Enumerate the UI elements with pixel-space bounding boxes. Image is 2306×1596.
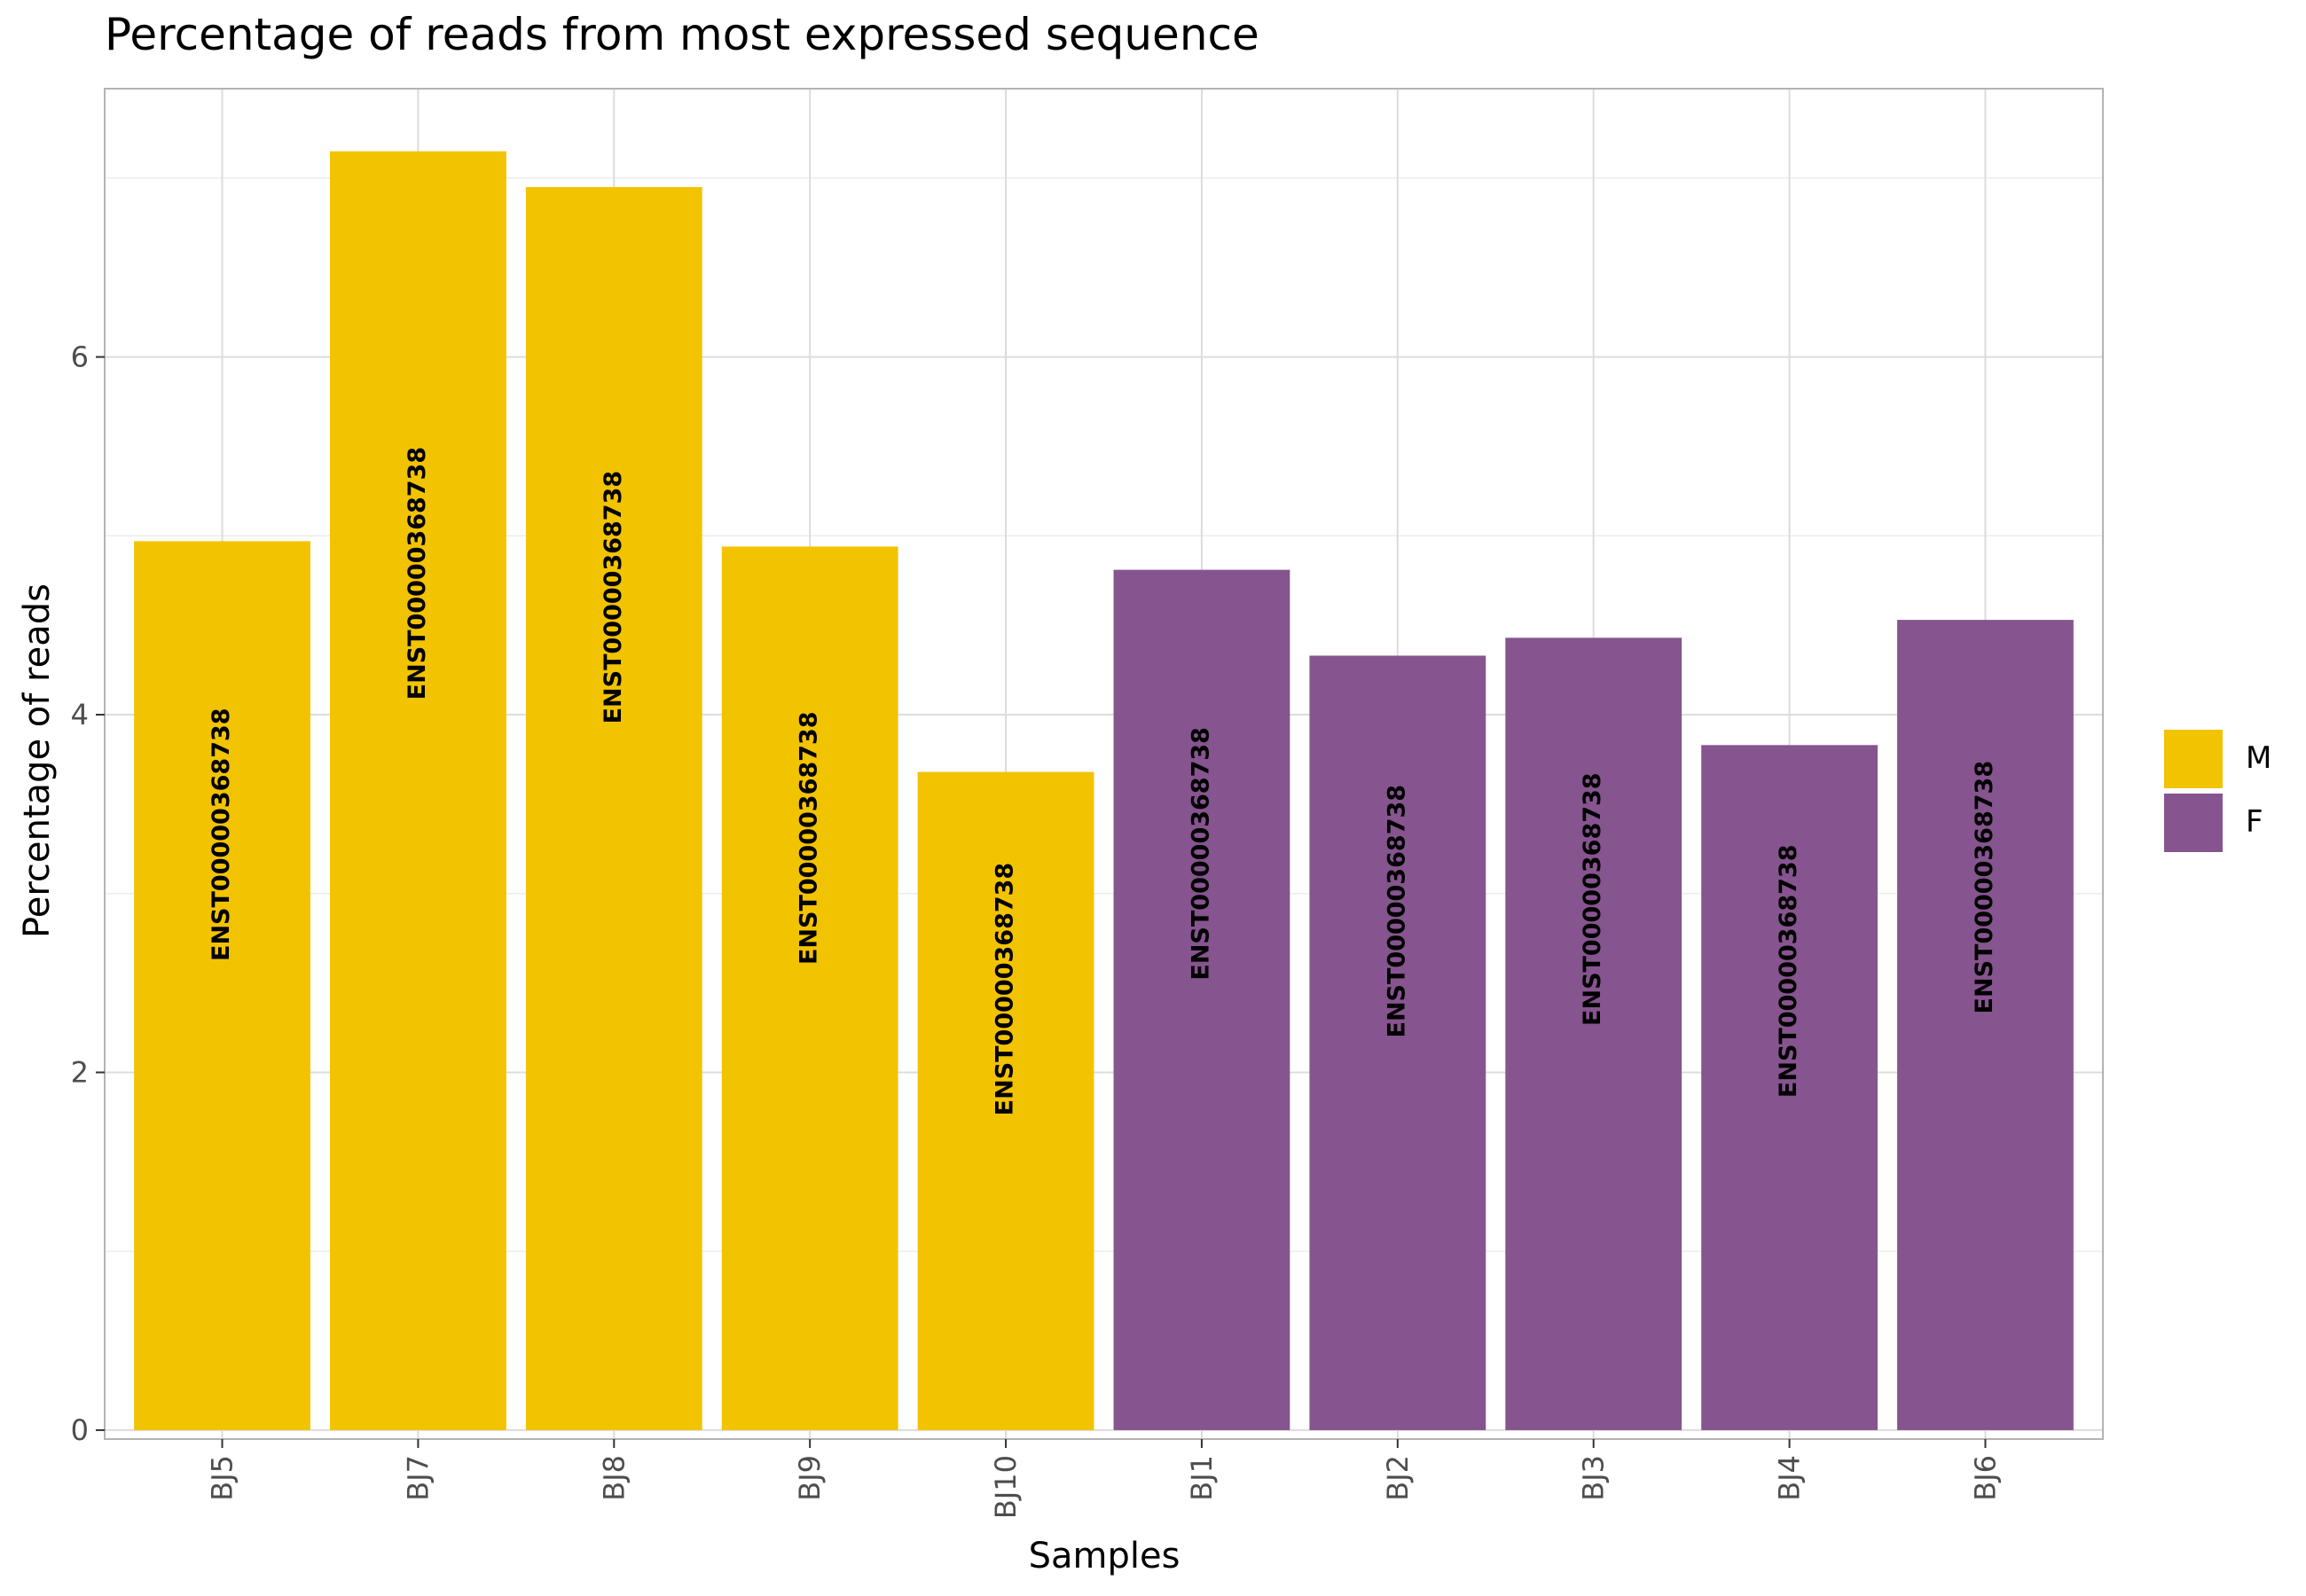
legend-label-m: M: [2246, 740, 2272, 776]
bar-label-bj1: ENST00000368738: [1187, 727, 1214, 981]
y-tick-label: 2: [71, 1055, 89, 1089]
bar-label-bj10: ENST00000368738: [992, 863, 1019, 1116]
y-tick-label: 6: [71, 340, 89, 374]
x-tick-label-bj10: BJ10: [989, 1455, 1023, 1519]
bar-label-bj7: ENST00000368738: [404, 447, 431, 700]
x-tick-label-bj3: BJ3: [1577, 1455, 1611, 1501]
legend-swatch-m: [2164, 730, 2223, 788]
legend-swatch-f: [2164, 794, 2223, 852]
bar-bj1: [1113, 569, 1290, 1430]
x-tick-label-bj2: BJ2: [1381, 1455, 1415, 1501]
legend-item-m: M: [2164, 730, 2271, 788]
x-tick-label-bj7: BJ7: [401, 1455, 435, 1501]
bar-bj8: [525, 186, 702, 1430]
x-tick-label-bj4: BJ4: [1773, 1455, 1807, 1501]
legend-label-f: F: [2246, 804, 2263, 840]
bar-bj5: [134, 541, 310, 1430]
bar-label-bj9: ENST00000368738: [796, 711, 823, 965]
x-tick-label-bj1: BJ1: [1185, 1455, 1219, 1501]
bar-label-bj4: ENST00000368738: [1775, 844, 1802, 1098]
x-tick-label-bj9: BJ9: [793, 1455, 827, 1501]
bar-bj2: [1309, 655, 1486, 1430]
x-axis-ticks: BJ5 BJ7 BJ8 BJ9 BJ10 BJ1 BJ2 BJ3 BJ4 BJ6: [206, 1439, 2002, 1519]
bar-bj10: [917, 771, 1094, 1430]
y-axis-label: Percentage of reads: [17, 583, 58, 938]
x-tick-label-bj8: BJ8: [597, 1455, 631, 1501]
bar-bj9: [721, 546, 898, 1430]
x-tick-label-bj5: BJ5: [206, 1455, 239, 1501]
bar-bj3: [1505, 638, 1682, 1430]
x-tick-label-bj6: BJ6: [1968, 1455, 2002, 1501]
bar-label-bj5: ENST00000368738: [208, 708, 235, 961]
chart-title: Percentage of reads from most expressed …: [105, 9, 1259, 60]
bar-label-bj8: ENST00000368738: [600, 471, 627, 724]
bar-labels: ENST00000368738 ENST00000368738 ENST000003…: [208, 447, 1998, 1116]
bars: [134, 151, 2074, 1430]
panel-border: [104, 88, 2104, 1440]
y-tick-label: 0: [71, 1413, 89, 1447]
bar-label-bj3: ENST00000368738: [1579, 772, 1606, 1026]
bar-label-bj2: ENST00000368738: [1383, 785, 1410, 1038]
x-axis-label: Samples: [1028, 1536, 1180, 1576]
bar-bj6: [1897, 620, 2074, 1430]
legend-item-f: F: [2164, 794, 2271, 852]
bar-bj4: [1701, 745, 1878, 1430]
bar-label-bj6: ENST00000368738: [1971, 761, 1998, 1014]
y-tick-label: 4: [71, 698, 89, 732]
y-axis-ticks: 0 2 4 6: [71, 340, 105, 1447]
bar-bj7: [330, 151, 506, 1430]
